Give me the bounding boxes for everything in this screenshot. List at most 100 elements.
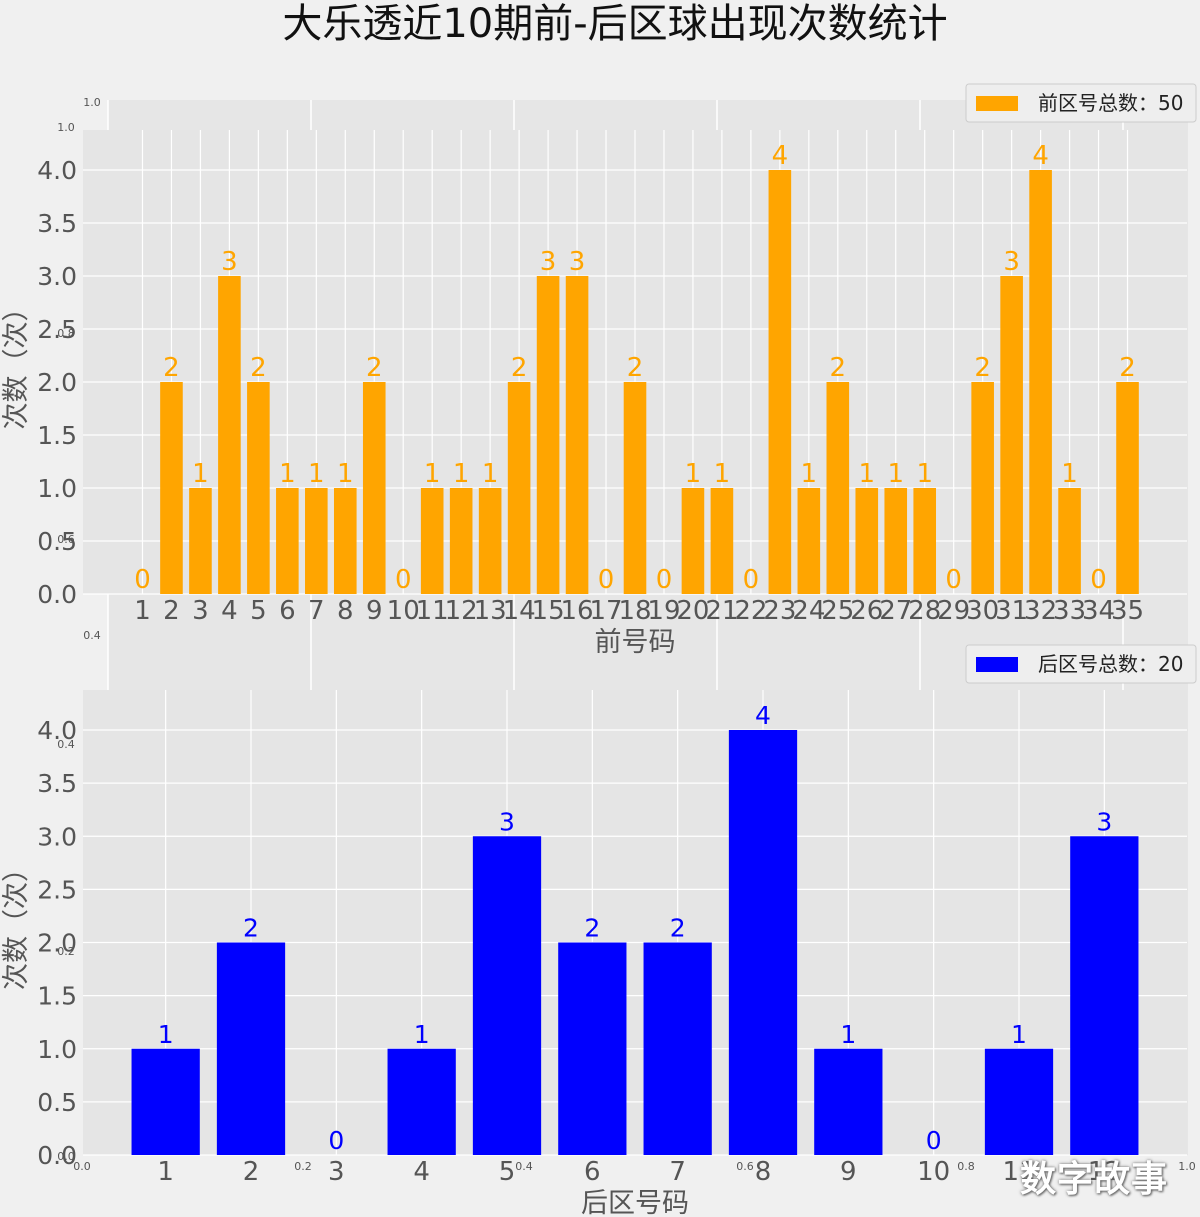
data-label: 4 [772,141,789,171]
bar [710,488,734,594]
data-label: 1 [887,459,904,489]
bar [681,488,705,594]
y-tick-label: 2.5 [37,315,77,344]
data-label: 1 [453,459,470,489]
x-tick-label: 12 [445,596,478,626]
bar [797,488,821,594]
y-tick-label: 4.0 [37,156,77,185]
ghost-tick-label: 0.8 [957,1160,975,1173]
x-tick-label: 14 [503,596,536,626]
data-label: 1 [482,459,499,489]
x-tick-label: 8 [755,1157,772,1187]
x-tick-label: 6 [279,596,296,626]
data-label: 1 [858,459,875,489]
bar [1058,488,1081,594]
data-label: 1 [714,459,731,489]
bar [913,488,937,594]
data-label: 1 [414,1020,430,1049]
x-tick-label: 9 [366,596,383,626]
data-label: 4 [755,701,771,730]
legend-box [965,644,1197,684]
data-label: 1 [1061,459,1078,489]
ghost-tick-label: 0.2 [57,945,75,958]
bar [305,488,328,594]
x-tick-label: 2 [163,596,180,626]
bar [387,1048,456,1155]
y-tick-label: 4.0 [37,716,77,745]
data-label: 0 [1090,565,1107,595]
ghost-tick-label: 0.4 [83,629,101,642]
x-tick-label: 28 [908,596,941,626]
x-tick-label: 6 [584,1157,601,1187]
x-tick-label: 10 [387,596,420,626]
legend-box [965,83,1197,123]
x-tick-label: 24 [792,596,825,626]
y-tick-label: 2.5 [37,875,77,904]
data-label: 1 [685,459,702,489]
data-label: 2 [974,353,991,383]
x-tick-label: 20 [676,596,709,626]
x-tick-label: 11 [1002,1157,1035,1187]
x-axis-label: 前号码 [595,627,676,658]
y-tick-label: 2.0 [37,368,77,397]
bar [1070,836,1139,1155]
data-label: 1 [801,459,818,489]
ghost-tick-label: 0.6 [57,533,75,546]
x-tick-label: 7 [669,1157,686,1187]
bar [884,488,908,594]
y-axis-label: 次数（次） [1,295,32,430]
x-tick-label: 18 [618,596,651,626]
x-tick-label: 32 [1024,596,1057,626]
data-label: 1 [840,1020,856,1049]
data-label: 2 [1119,353,1136,383]
x-tick-label: 5 [250,596,267,626]
data-label: 2 [366,353,383,383]
bar [971,382,994,594]
data-label: 0 [656,565,673,595]
x-tick-label: 3 [328,1157,345,1187]
data-label: 3 [1003,247,1020,277]
data-label: 2 [627,353,644,383]
bar [1029,170,1052,594]
x-tick-label: 33 [1053,596,1086,626]
x-tick-label: 12 [1088,1157,1121,1187]
data-label: 1 [192,459,209,489]
data-label: 1 [424,459,441,489]
y-tick-label: 1.5 [37,421,77,450]
x-tick-label: 16 [561,596,594,626]
data-label: 1 [337,459,354,489]
y-tick-label: 3.0 [37,822,77,851]
y-tick-label: 2.0 [37,929,77,958]
x-tick-label: 2 [243,1157,260,1187]
watermark-text: 数字故事 [1020,1159,1169,1200]
bar [218,276,241,594]
ghost-tick-label: 1.0 [1178,1160,1196,1173]
bar [362,382,386,594]
data-label: 3 [1096,807,1112,836]
data-label: 3 [221,247,238,277]
y-tick-label: 3.5 [37,769,77,798]
data-label: 2 [250,353,267,383]
bar [768,170,792,594]
x-tick-label: 31 [995,596,1028,626]
x-tick-label: 29 [937,596,970,626]
y-tick-label: 0.5 [37,1088,77,1117]
y-tick-label: 3.5 [37,209,77,238]
ghost-tick-label: 0.4 [57,738,75,751]
x-tick-label: 4 [221,596,238,626]
y-tick-label: 0.0 [37,1141,77,1170]
bar [507,382,531,594]
bar [478,488,502,594]
bar [558,942,627,1155]
data-label: 3 [569,247,586,277]
x-tick-label: 35 [1111,596,1144,626]
bar [855,488,879,594]
bar [984,1048,1054,1155]
x-tick-label: 11 [416,596,449,626]
x-tick-label: 17 [589,596,622,626]
bar [536,276,560,594]
y-axis-label: 次数（次） [1,855,32,990]
data-label: 0 [134,565,151,595]
